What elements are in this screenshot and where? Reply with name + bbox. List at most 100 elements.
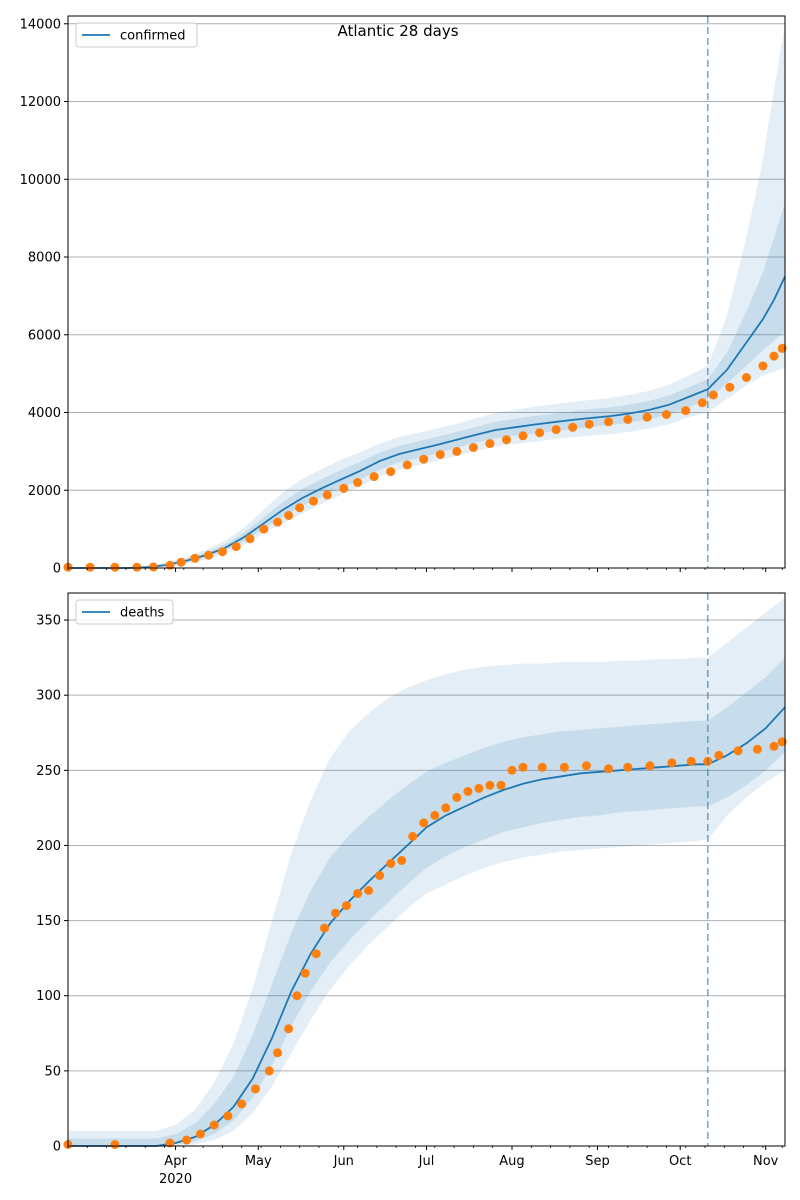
observed-point xyxy=(353,889,363,898)
observed-point xyxy=(752,744,762,754)
observed-point xyxy=(645,761,655,771)
legend-box xyxy=(75,22,198,48)
x-tick-label: Jul xyxy=(418,1154,435,1169)
observed-point xyxy=(769,351,779,361)
uncertainty-band-inner xyxy=(68,657,785,1146)
y-tick-label: 12000 xyxy=(20,95,61,110)
observed-point xyxy=(110,562,120,572)
observed-point xyxy=(430,810,440,820)
observed-point xyxy=(714,750,724,760)
observed-point xyxy=(758,361,768,371)
observed-point xyxy=(237,1099,247,1109)
observed-point xyxy=(485,780,495,790)
observed-point xyxy=(149,562,158,572)
observed-point xyxy=(217,547,227,557)
y-tick-label: 2000 xyxy=(28,484,61,499)
observed-point xyxy=(537,762,547,772)
x-year-label: 2020 xyxy=(159,1172,192,1187)
observed-point xyxy=(568,422,578,432)
confirmed-panel: 0 2000 4000 6000 8000 10000 12000 14000 Atlantic… xyxy=(20,15,787,577)
observed-point xyxy=(686,756,696,766)
observed-point xyxy=(769,741,779,751)
observed-point xyxy=(485,439,495,449)
y-tick-label: 8000 xyxy=(28,251,61,266)
observed-point xyxy=(474,783,484,793)
observed-point xyxy=(559,762,569,772)
observed-point xyxy=(331,908,340,918)
observed-point xyxy=(725,382,735,392)
observed-point xyxy=(463,786,473,796)
observed-point xyxy=(452,446,462,456)
legend-box xyxy=(75,599,174,625)
observed-point xyxy=(408,831,418,841)
x-tick-label: Sep xyxy=(585,1154,610,1169)
legend: deaths xyxy=(75,599,174,625)
observed-point xyxy=(441,803,451,813)
observed-point xyxy=(518,431,528,441)
observed-point xyxy=(777,343,787,353)
observed-point xyxy=(209,1120,219,1130)
observed-point xyxy=(733,746,743,756)
observed-point xyxy=(507,765,517,775)
observed-point xyxy=(292,991,302,1001)
observed-point xyxy=(320,923,329,933)
observed-point xyxy=(642,412,652,422)
observed-point xyxy=(322,490,332,500)
x-tick-label: Nov xyxy=(753,1154,779,1169)
observed-point xyxy=(623,415,633,424)
observed-point xyxy=(551,425,561,435)
y-tick-label: 200 xyxy=(36,839,61,854)
observed-point xyxy=(342,901,351,911)
observed-point xyxy=(435,450,445,459)
observed-point xyxy=(251,1084,260,1094)
x-tick-label: Aug xyxy=(499,1154,524,1169)
observed-point xyxy=(190,553,200,563)
observed-point xyxy=(273,517,283,527)
observed-point xyxy=(681,406,691,416)
observed-point xyxy=(182,1135,192,1145)
y-tick-label: 4000 xyxy=(28,406,61,421)
observed-point xyxy=(502,435,511,445)
observed-point xyxy=(231,542,241,552)
observed-point xyxy=(132,562,142,572)
observed-point xyxy=(496,780,506,790)
observed-point xyxy=(195,1129,205,1139)
y-tick-label: 6000 xyxy=(28,328,61,343)
observed-point xyxy=(308,496,318,506)
observed-point xyxy=(165,1138,175,1148)
legend: confirmed xyxy=(75,22,198,48)
observed-point xyxy=(375,871,385,880)
observed-point xyxy=(419,818,429,828)
x-tick-label: Jun xyxy=(333,1154,354,1169)
x-tick-label: Apr xyxy=(164,1154,187,1169)
observed-point xyxy=(661,410,671,419)
observed-point xyxy=(397,856,407,865)
observed-point xyxy=(535,428,545,438)
y-tick-label: 350 xyxy=(36,614,61,629)
observed-point xyxy=(386,859,396,868)
y-tick-label: 10000 xyxy=(20,173,61,188)
observed-point xyxy=(284,1024,294,1034)
observed-point xyxy=(741,373,751,382)
observed-point xyxy=(518,762,528,772)
legend-label: confirmed xyxy=(120,29,186,44)
observed-point xyxy=(85,562,95,572)
observed-point xyxy=(264,1066,274,1076)
uncertainty-band-outer xyxy=(68,23,785,569)
y-tick-label: 300 xyxy=(36,689,61,704)
axes-frame xyxy=(67,592,786,1147)
series-line-deaths xyxy=(68,706,786,1147)
series-line-confirmed xyxy=(68,276,786,569)
observed-point xyxy=(402,460,412,470)
uncertainty-band-outer xyxy=(68,597,785,1146)
observed-point xyxy=(468,443,478,452)
observed-point xyxy=(259,524,269,534)
observed-point xyxy=(419,454,429,464)
y-tick-label: 100 xyxy=(36,989,61,1004)
observed-point xyxy=(284,511,294,520)
observed-point xyxy=(245,534,255,544)
observed-point xyxy=(667,758,677,768)
y-tick-label: 0 xyxy=(53,562,61,577)
